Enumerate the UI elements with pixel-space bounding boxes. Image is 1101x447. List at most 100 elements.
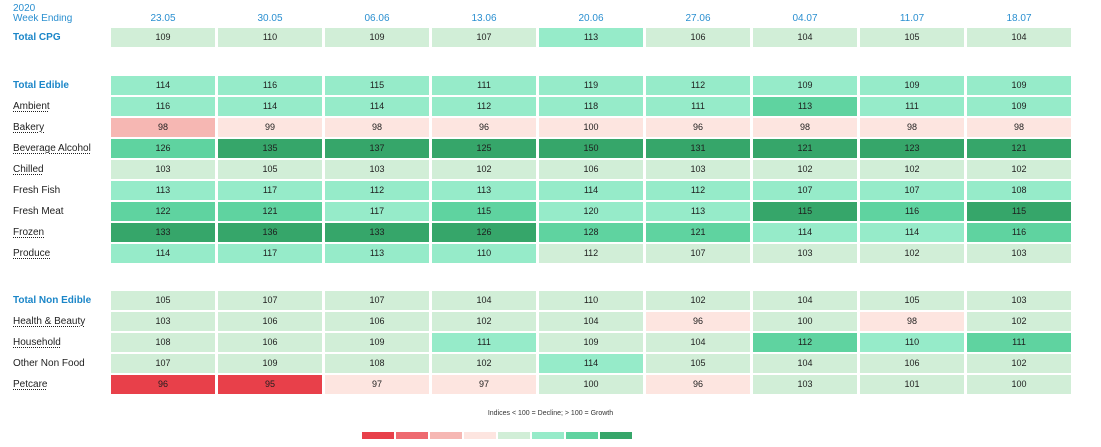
- cell-fresh-meat-2: 117: [325, 202, 429, 223]
- cell-frozen-2: 133: [325, 223, 429, 244]
- cell-ambient-8: 109: [967, 97, 1071, 118]
- cell-other-non-food-4: 114: [539, 354, 643, 375]
- cell-bakery-5: 96: [646, 118, 750, 139]
- cell-beverage-alcohol-3: 125: [432, 139, 536, 160]
- cell-produce-1: 117: [218, 244, 322, 265]
- week-ending-label: Week Ending: [13, 14, 73, 24]
- cell-other-non-food-5: 105: [646, 354, 750, 375]
- cell-beverage-alcohol-2: 137: [325, 139, 429, 160]
- row-label-beverage-alcohol: Beverage Alcohol: [11, 139, 108, 160]
- cell-total-cpg-4: 113: [539, 28, 643, 49]
- cell-fresh-fish-8: 108: [967, 181, 1071, 202]
- cell-ambient-3: 112: [432, 97, 536, 118]
- cell-total-cpg-2: 109: [325, 28, 429, 49]
- spacer-cell-1: [11, 49, 1071, 76]
- cell-fresh-fish-3: 113: [432, 181, 536, 202]
- cell-petcare-8: 100: [967, 375, 1071, 396]
- cell-ambient-4: 118: [539, 97, 643, 118]
- cell-total-non-edible-1: 107: [218, 291, 322, 312]
- cell-total-edible-3: 111: [432, 76, 536, 97]
- cell-household-5: 104: [646, 333, 750, 354]
- cell-other-non-food-2: 108: [325, 354, 429, 375]
- cell-fresh-meat-1: 121: [218, 202, 322, 223]
- cell-frozen-0: 133: [111, 223, 215, 244]
- cell-total-edible-2: 115: [325, 76, 429, 97]
- color-legend: [362, 432, 632, 439]
- row-label-household: Household: [11, 333, 108, 354]
- cell-fresh-fish-2: 112: [325, 181, 429, 202]
- row-label-ambient: Ambient: [11, 97, 108, 118]
- row-label-petcare: Petcare: [11, 375, 108, 396]
- cell-ambient-6: 113: [753, 97, 857, 118]
- row-chilled: Chilled 103 105 103 102 106 103 102 102 102: [11, 160, 1071, 181]
- cell-bakery-3: 96: [432, 118, 536, 139]
- row-petcare: Petcare 96 95 97 97 100 96 103 101 100: [11, 375, 1071, 396]
- cell-total-non-edible-6: 104: [753, 291, 857, 312]
- legend-swatch-7: [600, 432, 632, 439]
- year-row: 2020: [11, 4, 1071, 14]
- cell-fresh-meat-3: 115: [432, 202, 536, 223]
- spacer-cell-2: [11, 265, 1071, 291]
- cell-ambient-1: 114: [218, 97, 322, 118]
- cell-household-3: 111: [432, 333, 536, 354]
- row-label-fresh-meat: Fresh Meat: [11, 202, 108, 223]
- cell-ambient-7: 111: [860, 97, 964, 118]
- cell-health-beauty-0: 103: [111, 312, 215, 333]
- cell-chilled-6: 102: [753, 160, 857, 181]
- cell-total-cpg-1: 110: [218, 28, 322, 49]
- row-label-health-beauty: Health & Beauty: [11, 312, 108, 333]
- week-header-5: 27.06: [685, 14, 711, 24]
- cell-produce-2: 113: [325, 244, 429, 265]
- cell-bakery-8: 98: [967, 118, 1071, 139]
- week-header-3: 13.06: [471, 14, 497, 24]
- cell-total-cpg-6: 104: [753, 28, 857, 49]
- legend-swatch-5: [532, 432, 564, 439]
- cell-total-edible-5: 112: [646, 76, 750, 97]
- cell-petcare-7: 101: [860, 375, 964, 396]
- row-label-chilled: Chilled: [11, 160, 108, 181]
- cell-fresh-fish-1: 117: [218, 181, 322, 202]
- spacer-row-1: [11, 49, 1071, 76]
- row-total-non-edible: Total Non Edible 105 107 107 104 110 102 104 105…: [11, 291, 1071, 312]
- row-total-cpg: Total CPG 109 110 109 107 113 106 104 105 104: [11, 28, 1071, 49]
- week-header-0: 23.05: [150, 14, 176, 24]
- cell-fresh-meat-4: 120: [539, 202, 643, 223]
- cell-frozen-4: 128: [539, 223, 643, 244]
- cell-beverage-alcohol-1: 135: [218, 139, 322, 160]
- cell-produce-5: 107: [646, 244, 750, 265]
- cell-total-cpg-5: 106: [646, 28, 750, 49]
- cell-fresh-fish-5: 112: [646, 181, 750, 202]
- cell-total-cpg-0: 109: [111, 28, 215, 49]
- cell-ambient-2: 114: [325, 97, 429, 118]
- cell-produce-7: 102: [860, 244, 964, 265]
- cell-health-beauty-8: 102: [967, 312, 1071, 333]
- cell-beverage-alcohol-4: 150: [539, 139, 643, 160]
- cell-fresh-fish-0: 113: [111, 181, 215, 202]
- cell-frozen-6: 114: [753, 223, 857, 244]
- cell-total-non-edible-3: 104: [432, 291, 536, 312]
- cell-fresh-meat-8: 115: [967, 202, 1071, 223]
- cell-frozen-3: 126: [432, 223, 536, 244]
- cell-petcare-3: 97: [432, 375, 536, 396]
- week-header-row: Week Ending 23.05 30.05 06.06 13.06 20.06 27.…: [11, 14, 1071, 24]
- cell-fresh-fish-4: 114: [539, 181, 643, 202]
- cell-bakery-1: 99: [218, 118, 322, 139]
- cell-other-non-food-0: 107: [111, 354, 215, 375]
- cell-chilled-1: 105: [218, 160, 322, 181]
- row-beverage-alcohol: Beverage Alcohol 126 135 137 125 150 131 121 123…: [11, 139, 1071, 160]
- cell-total-non-edible-5: 102: [646, 291, 750, 312]
- cell-chilled-8: 102: [967, 160, 1071, 181]
- cell-chilled-3: 102: [432, 160, 536, 181]
- cell-petcare-5: 96: [646, 375, 750, 396]
- cell-chilled-0: 103: [111, 160, 215, 181]
- cell-household-4: 109: [539, 333, 643, 354]
- spacer-row-2: [11, 265, 1071, 291]
- week-header-6: 04.07: [792, 14, 818, 24]
- cell-frozen-8: 116: [967, 223, 1071, 244]
- week-header-2: 06.06: [364, 14, 390, 24]
- cell-petcare-2: 97: [325, 375, 429, 396]
- cell-health-beauty-3: 102: [432, 312, 536, 333]
- cell-produce-6: 103: [753, 244, 857, 265]
- cell-beverage-alcohol-6: 121: [753, 139, 857, 160]
- cell-other-non-food-6: 104: [753, 354, 857, 375]
